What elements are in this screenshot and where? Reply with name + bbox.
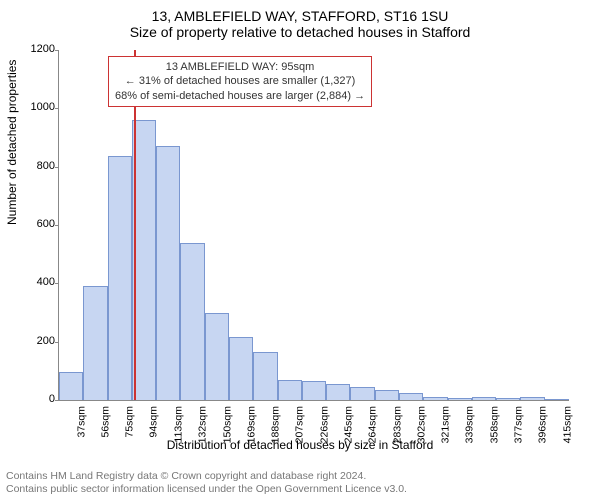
y-tick-label: 600 <box>15 218 55 230</box>
y-tick-mark <box>55 342 59 343</box>
y-tick-label: 1200 <box>15 43 55 55</box>
y-axis-label: Number of detached properties <box>5 60 19 225</box>
x-tick-label: 75sqm <box>124 406 136 438</box>
histogram-bar <box>423 397 447 401</box>
y-tick-mark <box>55 283 59 284</box>
chart-container: 13, AMBLEFIELD WAY, STAFFORD, ST16 1SU S… <box>0 0 600 500</box>
histogram-bar <box>59 372 83 400</box>
y-tick-label: 400 <box>15 276 55 288</box>
histogram-bar <box>496 398 520 400</box>
x-tick-label: 94sqm <box>148 406 160 438</box>
footer-attribution: Contains HM Land Registry data © Crown c… <box>6 470 594 496</box>
histogram-bar <box>302 381 326 400</box>
y-tick-label: 1000 <box>15 101 55 113</box>
y-tick-mark <box>55 50 59 51</box>
chart-area: 02004006008001000120037sqm56sqm75sqm94sq… <box>58 50 568 400</box>
annotation-line-2: ← 31% of detached houses are smaller (1,… <box>115 74 365 88</box>
histogram-bar <box>108 156 132 400</box>
annotation-line-3: 68% of semi-detached houses are larger (… <box>115 89 365 103</box>
chart-subtitle: Size of property relative to detached ho… <box>0 24 600 40</box>
y-tick-mark <box>55 400 59 401</box>
chart-title-address: 13, AMBLEFIELD WAY, STAFFORD, ST16 1SU <box>0 0 600 24</box>
y-tick-mark <box>55 108 59 109</box>
y-tick-label: 800 <box>15 160 55 172</box>
y-tick-mark <box>55 225 59 226</box>
histogram-bar <box>375 390 399 400</box>
histogram-bar <box>229 337 253 400</box>
x-tick-label: 37sqm <box>75 406 87 438</box>
histogram-bar <box>205 313 229 401</box>
y-tick-mark <box>55 167 59 168</box>
histogram-bar <box>472 397 496 401</box>
histogram-bar <box>326 384 350 400</box>
histogram-bar <box>278 380 302 400</box>
histogram-bar <box>520 397 544 401</box>
x-tick-label: 56sqm <box>99 406 111 438</box>
histogram-bar <box>83 286 107 400</box>
annotation-box: 13 AMBLEFIELD WAY: 95sqm ← 31% of detach… <box>108 56 372 107</box>
histogram-bar <box>350 387 374 400</box>
y-tick-label: 200 <box>15 335 55 347</box>
histogram-bar <box>253 352 277 400</box>
x-axis-label: Distribution of detached houses by size … <box>0 438 600 452</box>
y-tick-label: 0 <box>15 393 55 405</box>
histogram-bar <box>156 146 180 400</box>
histogram-bar <box>180 243 204 401</box>
histogram-bar <box>545 399 569 400</box>
histogram-bar <box>448 398 472 400</box>
footer-line-1: Contains HM Land Registry data © Crown c… <box>6 470 594 483</box>
footer-line-2: Contains public sector information licen… <box>6 483 594 496</box>
histogram-bar <box>399 393 423 400</box>
annotation-line-1: 13 AMBLEFIELD WAY: 95sqm <box>115 60 365 74</box>
